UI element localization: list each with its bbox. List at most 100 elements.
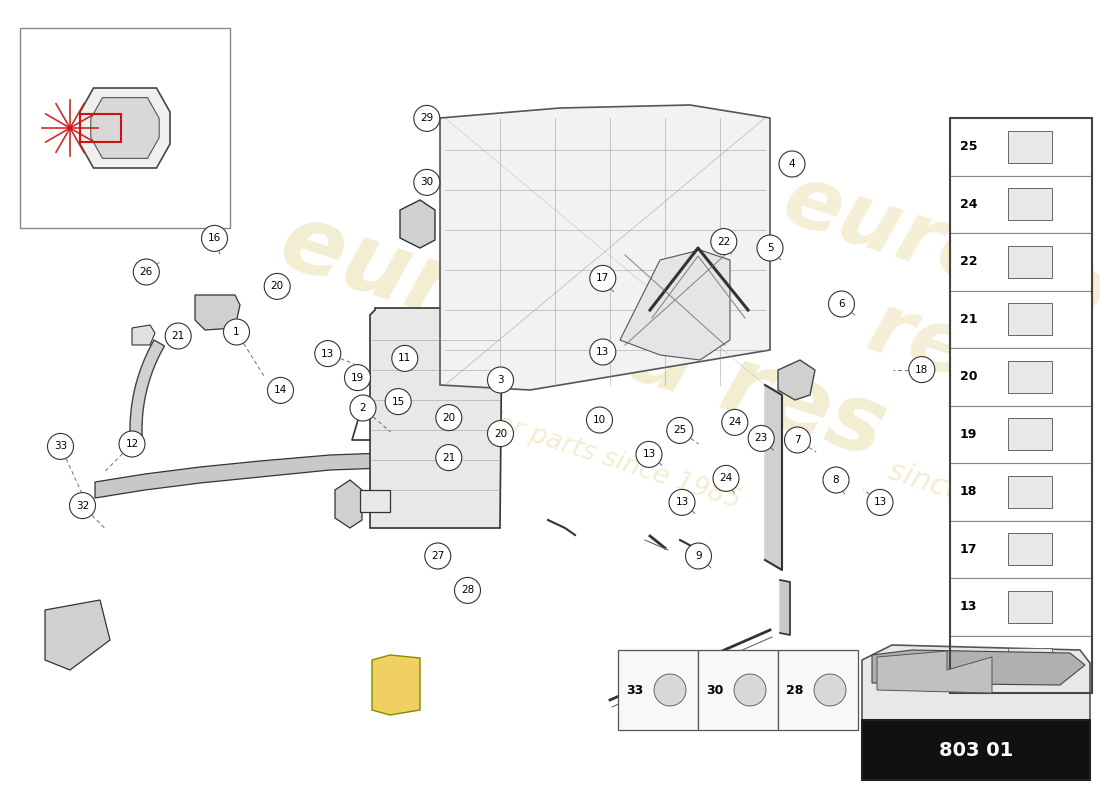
Text: 24: 24 xyxy=(719,474,733,483)
Text: 13: 13 xyxy=(596,347,609,357)
Bar xyxy=(618,650,698,730)
Bar xyxy=(1008,648,1052,680)
Text: eurospa res: eurospa res xyxy=(270,195,896,477)
Text: 13: 13 xyxy=(642,450,656,459)
Text: eurospa
res: eurospa res xyxy=(742,158,1100,450)
Polygon shape xyxy=(620,250,730,360)
Text: 7: 7 xyxy=(794,435,801,445)
Circle shape xyxy=(425,543,451,569)
Polygon shape xyxy=(778,360,815,400)
Polygon shape xyxy=(336,480,362,528)
Circle shape xyxy=(748,426,774,451)
Bar xyxy=(1008,303,1052,335)
Circle shape xyxy=(713,466,739,491)
Polygon shape xyxy=(862,645,1090,720)
Text: 24: 24 xyxy=(960,198,978,210)
Text: 30: 30 xyxy=(420,178,433,187)
Text: 12: 12 xyxy=(125,439,139,449)
Bar xyxy=(950,118,1092,693)
Text: 27: 27 xyxy=(431,551,444,561)
Text: 13: 13 xyxy=(321,349,334,358)
Text: 19: 19 xyxy=(960,428,978,441)
Circle shape xyxy=(711,229,737,254)
Text: 3: 3 xyxy=(497,375,504,385)
Circle shape xyxy=(669,490,695,515)
Circle shape xyxy=(436,405,462,430)
Text: 32: 32 xyxy=(76,501,89,510)
Text: 15: 15 xyxy=(392,397,405,406)
Polygon shape xyxy=(360,490,390,512)
Bar xyxy=(950,578,1092,635)
Bar xyxy=(950,463,1092,521)
Circle shape xyxy=(264,274,290,299)
Circle shape xyxy=(344,365,371,390)
Text: 1: 1 xyxy=(233,327,240,337)
Text: 25: 25 xyxy=(673,426,686,435)
Text: 803 01: 803 01 xyxy=(939,741,1013,759)
Bar xyxy=(1008,590,1052,622)
Text: 20: 20 xyxy=(494,429,507,438)
Bar xyxy=(1008,534,1052,566)
Bar xyxy=(1008,361,1052,393)
Text: 17: 17 xyxy=(960,542,978,556)
Bar xyxy=(950,175,1092,233)
Text: 20: 20 xyxy=(442,413,455,422)
Text: 2: 2 xyxy=(360,403,366,413)
Text: 4: 4 xyxy=(789,159,795,169)
Bar xyxy=(778,650,858,730)
Circle shape xyxy=(734,674,766,706)
Text: 16: 16 xyxy=(208,234,221,243)
Bar xyxy=(862,720,1090,780)
Circle shape xyxy=(350,395,376,421)
Bar xyxy=(950,118,1092,175)
Text: 28: 28 xyxy=(786,683,803,697)
Text: 22: 22 xyxy=(960,255,978,268)
Circle shape xyxy=(119,431,145,457)
Circle shape xyxy=(385,389,411,414)
Text: 20: 20 xyxy=(960,370,978,383)
Bar xyxy=(1008,130,1052,162)
Circle shape xyxy=(654,674,686,706)
Bar xyxy=(950,348,1092,406)
Text: 13: 13 xyxy=(960,600,978,614)
Circle shape xyxy=(392,346,418,371)
Text: 28: 28 xyxy=(461,586,474,595)
Circle shape xyxy=(454,578,481,603)
Text: 19: 19 xyxy=(351,373,364,382)
Polygon shape xyxy=(130,340,165,446)
Text: 29: 29 xyxy=(420,114,433,123)
Text: 18: 18 xyxy=(915,365,928,374)
Text: 14: 14 xyxy=(274,386,287,395)
Text: 13: 13 xyxy=(675,498,689,507)
Circle shape xyxy=(814,674,846,706)
Circle shape xyxy=(133,259,160,285)
Circle shape xyxy=(722,410,748,435)
Bar xyxy=(950,635,1092,693)
Circle shape xyxy=(414,170,440,195)
Text: 9: 9 xyxy=(695,551,702,561)
Circle shape xyxy=(590,266,616,291)
Circle shape xyxy=(784,427,811,453)
Circle shape xyxy=(636,442,662,467)
Text: a passion for parts since 1985: a passion for parts since 1985 xyxy=(356,366,744,514)
Circle shape xyxy=(667,418,693,443)
Polygon shape xyxy=(780,580,790,635)
Bar xyxy=(950,290,1092,348)
Text: 12: 12 xyxy=(960,658,978,670)
Circle shape xyxy=(315,341,341,366)
Polygon shape xyxy=(91,98,160,158)
Circle shape xyxy=(757,235,783,261)
Polygon shape xyxy=(400,200,434,248)
Text: 21: 21 xyxy=(172,331,185,341)
Circle shape xyxy=(69,493,96,518)
Polygon shape xyxy=(877,651,992,693)
Circle shape xyxy=(165,323,191,349)
Circle shape xyxy=(586,407,613,433)
Text: 24: 24 xyxy=(728,418,741,427)
Bar xyxy=(1008,246,1052,278)
Bar xyxy=(698,650,778,730)
Text: 18: 18 xyxy=(960,486,978,498)
Text: 23: 23 xyxy=(755,434,768,443)
Circle shape xyxy=(779,151,805,177)
Circle shape xyxy=(823,467,849,493)
